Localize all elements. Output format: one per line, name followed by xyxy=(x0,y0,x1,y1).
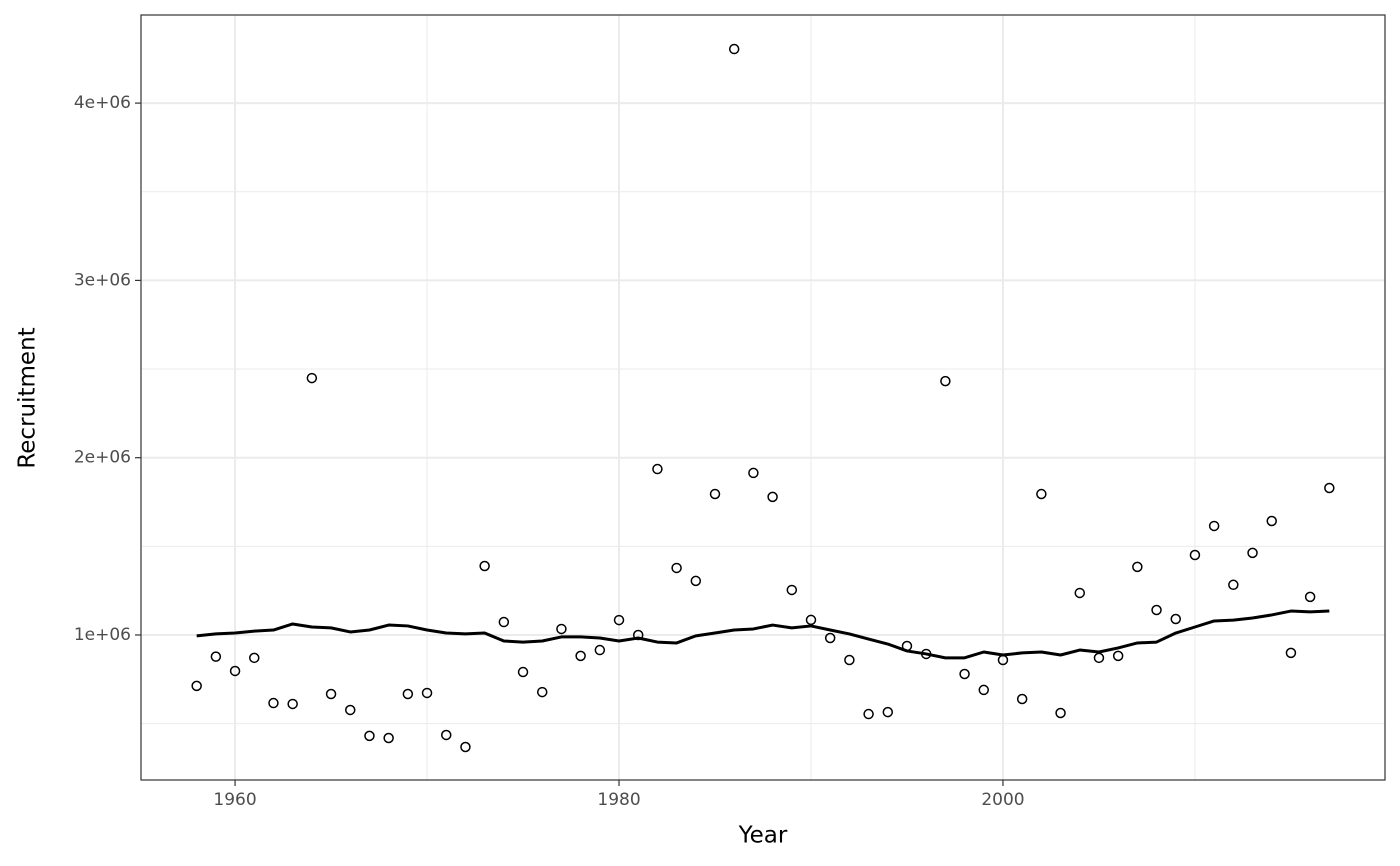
point xyxy=(1285,647,1297,659)
point xyxy=(690,575,702,587)
point xyxy=(978,684,990,696)
point xyxy=(325,688,337,700)
point xyxy=(748,467,759,479)
point xyxy=(863,708,874,720)
point xyxy=(1132,561,1143,573)
point xyxy=(1074,587,1086,599)
point xyxy=(517,666,529,678)
point xyxy=(345,704,356,716)
point xyxy=(249,652,260,664)
point xyxy=(1266,515,1277,527)
y-tick-label: 4e+06 xyxy=(74,93,131,113)
point xyxy=(671,562,682,574)
point xyxy=(498,616,510,628)
point xyxy=(268,697,279,709)
point xyxy=(1055,707,1066,719)
point xyxy=(594,644,606,656)
point xyxy=(1151,604,1162,616)
point xyxy=(1304,591,1316,603)
point xyxy=(191,680,202,692)
point xyxy=(1036,488,1047,500)
y-tick-label: 1e+06 xyxy=(74,625,131,645)
point xyxy=(824,632,836,644)
x-tick-label: 1980 xyxy=(597,790,640,810)
point xyxy=(556,623,567,635)
point xyxy=(306,372,318,384)
point xyxy=(767,491,778,503)
point xyxy=(786,584,798,596)
point xyxy=(1228,579,1239,591)
point xyxy=(1112,650,1124,662)
line xyxy=(196,609,1330,660)
point xyxy=(229,665,241,677)
point xyxy=(460,741,471,753)
point xyxy=(1189,549,1201,561)
y-tick-label: 3e+06 xyxy=(74,270,131,290)
point xyxy=(652,463,663,475)
point xyxy=(728,43,740,55)
point xyxy=(479,560,490,572)
point xyxy=(440,729,452,741)
y-tick-label: 2e+06 xyxy=(74,448,131,468)
point xyxy=(364,730,375,742)
point xyxy=(1016,693,1028,705)
point xyxy=(844,654,855,666)
point xyxy=(959,668,970,680)
x-tick-label: 1960 xyxy=(213,790,256,810)
point xyxy=(805,614,817,626)
point xyxy=(1208,520,1220,532)
point xyxy=(882,706,894,718)
point xyxy=(709,488,721,500)
point xyxy=(287,698,298,710)
point xyxy=(421,687,433,699)
x-tick-label: 2000 xyxy=(981,790,1024,810)
point xyxy=(536,686,548,698)
point xyxy=(575,650,586,662)
point xyxy=(940,375,951,387)
point xyxy=(1247,547,1258,559)
point xyxy=(613,614,625,626)
y-axis-title: Recruitment xyxy=(15,327,41,468)
point xyxy=(1170,613,1181,625)
point xyxy=(210,651,222,662)
x-axis-title: Year xyxy=(738,823,788,849)
point xyxy=(1324,482,1335,494)
point xyxy=(402,688,414,700)
plot-border xyxy=(140,14,1386,781)
point xyxy=(383,732,394,744)
